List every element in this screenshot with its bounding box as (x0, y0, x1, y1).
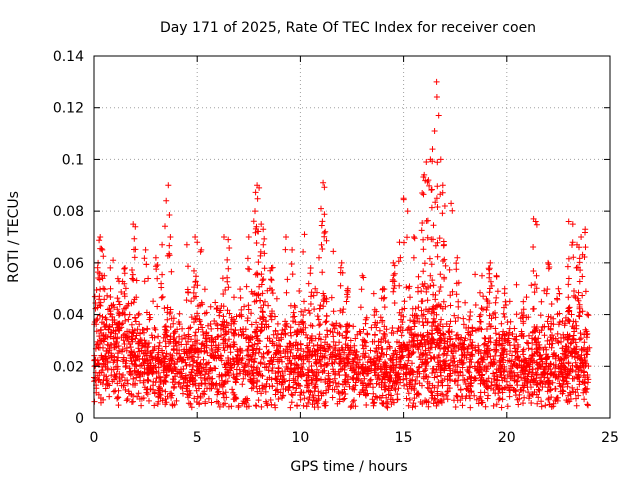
y-tick-label: 0.08 (53, 204, 84, 220)
chart-title: Day 171 of 2025, Rate Of TEC Index for r… (160, 20, 536, 36)
x-tick-label: 0 (90, 430, 99, 446)
y-tick-label: 0.1 (62, 152, 84, 168)
y-tick-label: 0.12 (53, 101, 84, 117)
x-tick-label: 25 (601, 430, 619, 446)
x-tick-label: 10 (291, 430, 309, 446)
x-tick-label: 15 (395, 430, 413, 446)
plot-frame (93, 55, 611, 419)
x-tick-label: 5 (193, 430, 202, 446)
y-tick-label: 0.02 (53, 359, 84, 375)
plus-markers (91, 78, 593, 411)
y-axis-label: ROTI / TECUs (6, 191, 22, 283)
x-tick-label: 20 (498, 430, 516, 446)
y-tick-label: 0.14 (53, 49, 84, 65)
y-tick-label: 0 (75, 411, 84, 427)
data-points (91, 78, 593, 411)
x-axis-label: GPS time / hours (290, 459, 407, 475)
x-axis-ticks: 0 5 10 15 20 25 (90, 56, 619, 446)
y-tick-label: 0.04 (53, 308, 84, 324)
y-axis-ticks: 0 0.02 0.04 0.06 0.08 0.1 0.12 0.14 (53, 49, 610, 427)
y-tick-label: 0.06 (53, 256, 84, 272)
